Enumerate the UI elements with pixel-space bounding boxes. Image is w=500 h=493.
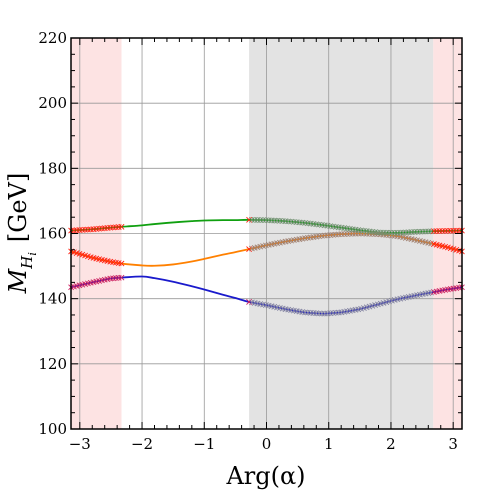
x-tick-label-2: −1 bbox=[193, 435, 215, 453]
marker-2 bbox=[391, 229, 398, 236]
y-axis-label: MHi [GeV] bbox=[4, 173, 39, 295]
y-tick-label-6: 220 bbox=[38, 29, 67, 47]
y-tick-label-0: 100 bbox=[38, 420, 67, 438]
y-tick-label-5: 200 bbox=[38, 94, 67, 112]
x-tick-label-5: 2 bbox=[386, 435, 396, 453]
y-axis-label-unit: [GeV] bbox=[4, 173, 32, 242]
y-axis-label-subsub: i bbox=[26, 252, 39, 256]
x-axis-label: Arg(α) bbox=[225, 462, 305, 490]
y-tick-label-2: 140 bbox=[38, 290, 67, 308]
y-axis-label-main: M bbox=[4, 267, 32, 294]
x-tick-label-1: −2 bbox=[131, 435, 153, 453]
y-axis-label-sub: H bbox=[18, 255, 36, 270]
axis-ticks bbox=[71, 37, 462, 430]
marker-1 bbox=[118, 260, 125, 267]
marker-2 bbox=[118, 223, 125, 230]
marker-0 bbox=[118, 274, 125, 281]
x-tick-label-3: 0 bbox=[262, 435, 272, 453]
y-tick-label-1: 120 bbox=[38, 355, 67, 373]
x-tick-label-0: −3 bbox=[69, 435, 91, 453]
markers-layer bbox=[68, 216, 465, 317]
svg-text:MHi[GeV]: MHi [GeV] bbox=[4, 173, 39, 295]
x-tick-label-6: 3 bbox=[448, 435, 458, 453]
tick-labels: −3 −2 −1 0 1 2 3 100 120 140 160 180 200 220 bbox=[38, 29, 458, 453]
y-tick-label-3: 160 bbox=[38, 225, 67, 243]
y-tick-label-4: 180 bbox=[38, 159, 67, 177]
x-tick-label-4: 1 bbox=[324, 435, 334, 453]
